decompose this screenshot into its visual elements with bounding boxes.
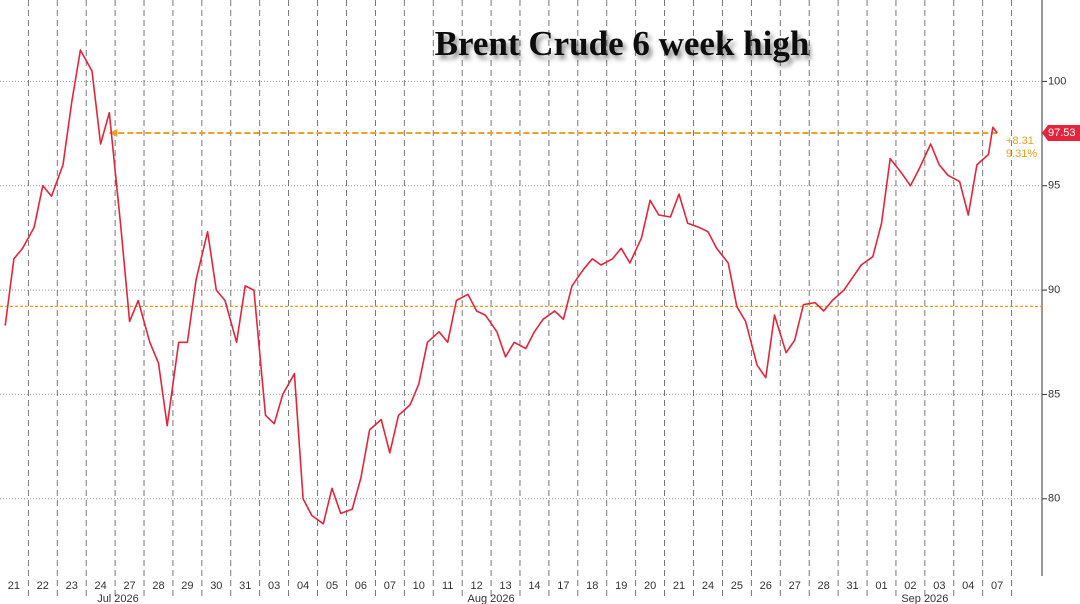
x-tick-label: 19: [615, 580, 627, 592]
x-tick-label: 04: [297, 580, 309, 592]
x-tick-label: 14: [528, 580, 540, 592]
price-line: [4, 49, 998, 525]
x-tick-label: 10: [413, 580, 425, 592]
chart-title: Brent Crude 6 week high: [435, 24, 810, 63]
x-tick-label: 24: [702, 580, 714, 592]
x-tick-label: 13: [499, 580, 511, 592]
x-tick-label: 31: [846, 580, 858, 592]
x-tick-label: 06: [355, 580, 367, 592]
change-pct-label: 9.31%: [1006, 148, 1037, 160]
x-tick-label: 02: [904, 580, 916, 592]
price-tag: [1042, 124, 1080, 141]
x-tick-label: 07: [991, 580, 1003, 592]
month-label: Sep 2026: [901, 593, 948, 604]
x-tick-label: 05: [326, 580, 338, 592]
x-tick-label: 21: [8, 580, 20, 592]
x-tick-label: 22: [37, 580, 49, 592]
y-tick-label: 100: [1048, 75, 1066, 87]
x-tick-label: 03: [268, 580, 280, 592]
x-tick-label: 20: [644, 580, 656, 592]
reference-arrow: [109, 128, 118, 137]
change-label: +8.31: [1006, 135, 1034, 147]
x-tick-label: 28: [152, 580, 164, 592]
month-label: Jul 2026: [97, 593, 139, 604]
month-label: Aug 2026: [468, 593, 515, 604]
x-tick-label: 21: [673, 580, 685, 592]
x-tick-label: 28: [818, 580, 830, 592]
x-tick-label: 25: [731, 580, 743, 592]
y-tick-label: 85: [1048, 388, 1060, 400]
x-tick-label: 27: [123, 580, 135, 592]
x-tick-label: 26: [760, 580, 772, 592]
x-tick-label: 03: [933, 580, 945, 592]
x-tick-label: 31: [239, 580, 251, 592]
x-tick-label: 12: [470, 580, 482, 592]
x-tick-label: 23: [66, 580, 78, 592]
x-tick-label: 11: [442, 580, 453, 592]
x-tick-label: 07: [384, 580, 396, 592]
x-tick-label: 01: [875, 580, 887, 592]
y-tick-label: 90: [1048, 284, 1060, 296]
last-price-label: 97.53: [1048, 127, 1076, 139]
y-tick-label: 95: [1048, 180, 1060, 192]
x-tick-label: 18: [586, 580, 598, 592]
x-tick-label: 29: [181, 580, 193, 592]
x-tick-label: 24: [95, 580, 107, 592]
y-tick-label: 80: [1048, 493, 1060, 505]
x-tick-label: 17: [557, 580, 569, 592]
x-tick-label: 04: [962, 580, 974, 592]
x-tick-label: 27: [789, 580, 801, 592]
x-tick-label: 30: [210, 580, 222, 592]
